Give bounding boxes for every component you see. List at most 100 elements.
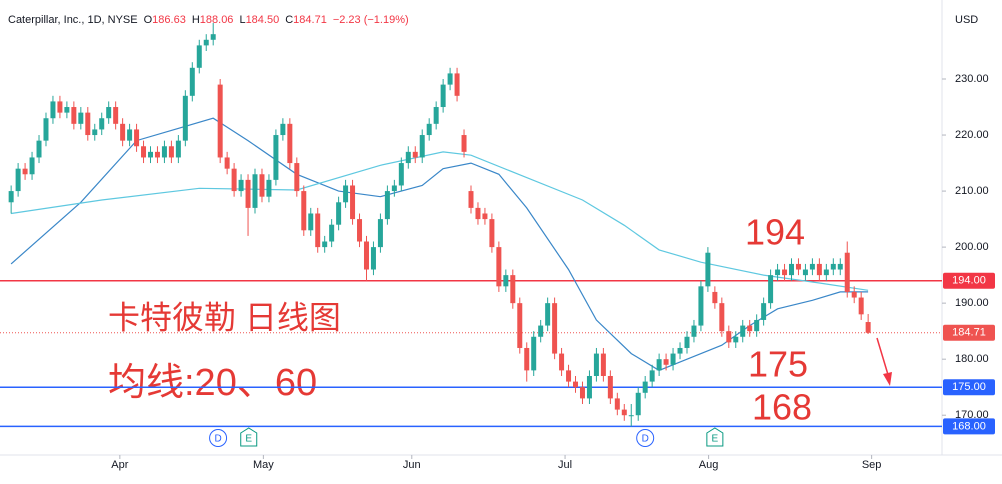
candle: [573, 375, 579, 393]
candle-body: [586, 375, 592, 399]
arrow: [876, 337, 892, 386]
candle: [552, 297, 558, 360]
candle: [259, 168, 265, 203]
candle: [858, 291, 864, 320]
candle-body: [663, 359, 669, 365]
candle: [454, 67, 460, 102]
candle: [29, 151, 35, 180]
candle-body: [830, 263, 836, 270]
candle: [607, 370, 613, 405]
candle-body: [224, 157, 230, 169]
candle: [733, 331, 739, 348]
candle-body: [684, 336, 690, 348]
candle-body: [398, 163, 404, 186]
candle-body: [363, 241, 369, 270]
candle: [161, 140, 167, 164]
candle-body: [559, 353, 565, 371]
candle: [294, 157, 300, 197]
candle-body: [789, 263, 795, 276]
candle: [141, 140, 147, 164]
candle-body: [252, 174, 258, 208]
candle: [503, 269, 509, 292]
candle: [447, 67, 453, 91]
candle: [343, 179, 349, 208]
annotation: 175: [748, 344, 808, 385]
event-label: D: [642, 434, 649, 445]
candle-body: [336, 202, 342, 225]
annotation: 194: [745, 212, 805, 253]
candle: [761, 297, 767, 326]
candle: [287, 118, 293, 169]
candle-body: [600, 353, 606, 376]
candle-body: [259, 174, 265, 197]
candle-body: [447, 73, 453, 85]
candle: [315, 207, 321, 253]
symbol: Caterpillar, Inc., 1D, NYSE: [8, 14, 138, 26]
header-text: Caterpillar, Inc., 1D, NYSE O186.63 H188.0…: [8, 14, 409, 26]
candle-body: [217, 84, 223, 158]
candle-body: [865, 322, 871, 333]
candle-body: [573, 381, 579, 388]
candle-body: [454, 73, 460, 96]
candle: [113, 101, 119, 130]
y-tick-label: 180.00: [955, 353, 989, 365]
candle-body: [182, 95, 188, 141]
candle-body: [628, 415, 634, 417]
candle-body: [621, 409, 627, 416]
candle-body: [468, 191, 474, 208]
candle: [134, 123, 140, 152]
candle: [405, 146, 411, 169]
candle: [830, 258, 836, 276]
candle-body: [315, 213, 321, 248]
candle-body: [851, 291, 857, 298]
candle-body: [384, 191, 390, 220]
candle-body: [858, 297, 864, 315]
candle: [92, 123, 98, 141]
candle: [642, 375, 648, 399]
candle-body: [287, 123, 293, 164]
candle-body: [726, 331, 732, 343]
candle-body: [294, 163, 300, 192]
candle-body: [210, 34, 216, 40]
candle: [600, 347, 606, 382]
candle-body: [656, 359, 662, 371]
candle: [524, 342, 530, 382]
candle-body: [775, 269, 781, 276]
event-label: E: [712, 434, 719, 445]
candle: [628, 404, 634, 427]
candle: [782, 263, 788, 281]
candle-body: [419, 135, 425, 158]
candle: [127, 123, 133, 147]
candle-body: [329, 224, 335, 242]
candle-body: [426, 123, 432, 136]
candle: [78, 107, 84, 130]
candle-body: [719, 303, 725, 332]
candle-body: [747, 325, 753, 332]
candle: [329, 219, 335, 248]
candle: [238, 174, 244, 197]
candle-body: [593, 353, 599, 376]
candle-body: [71, 107, 77, 124]
candle: [363, 235, 369, 281]
header: Caterpillar, Inc., 1D, NYSE O186.63 H188.0…: [8, 14, 409, 26]
candle: [586, 370, 592, 405]
candle: [210, 22, 216, 46]
candle-body: [607, 375, 613, 399]
candle: [57, 95, 63, 119]
candle-body: [29, 157, 35, 175]
field-label: O: [144, 14, 153, 26]
candle: [273, 129, 279, 186]
candle: [175, 135, 181, 164]
candle: [189, 62, 195, 102]
candle-body: [377, 219, 383, 248]
candle-body: [120, 123, 126, 141]
candle-body: [795, 263, 801, 270]
candle-body: [475, 207, 481, 220]
candle-body: [614, 398, 620, 410]
candle: [64, 101, 70, 119]
candle-body: [531, 336, 537, 371]
candle-body: [357, 219, 363, 242]
candle-body: [405, 151, 411, 164]
candle-body: [322, 241, 328, 248]
candle-body: [579, 387, 585, 399]
